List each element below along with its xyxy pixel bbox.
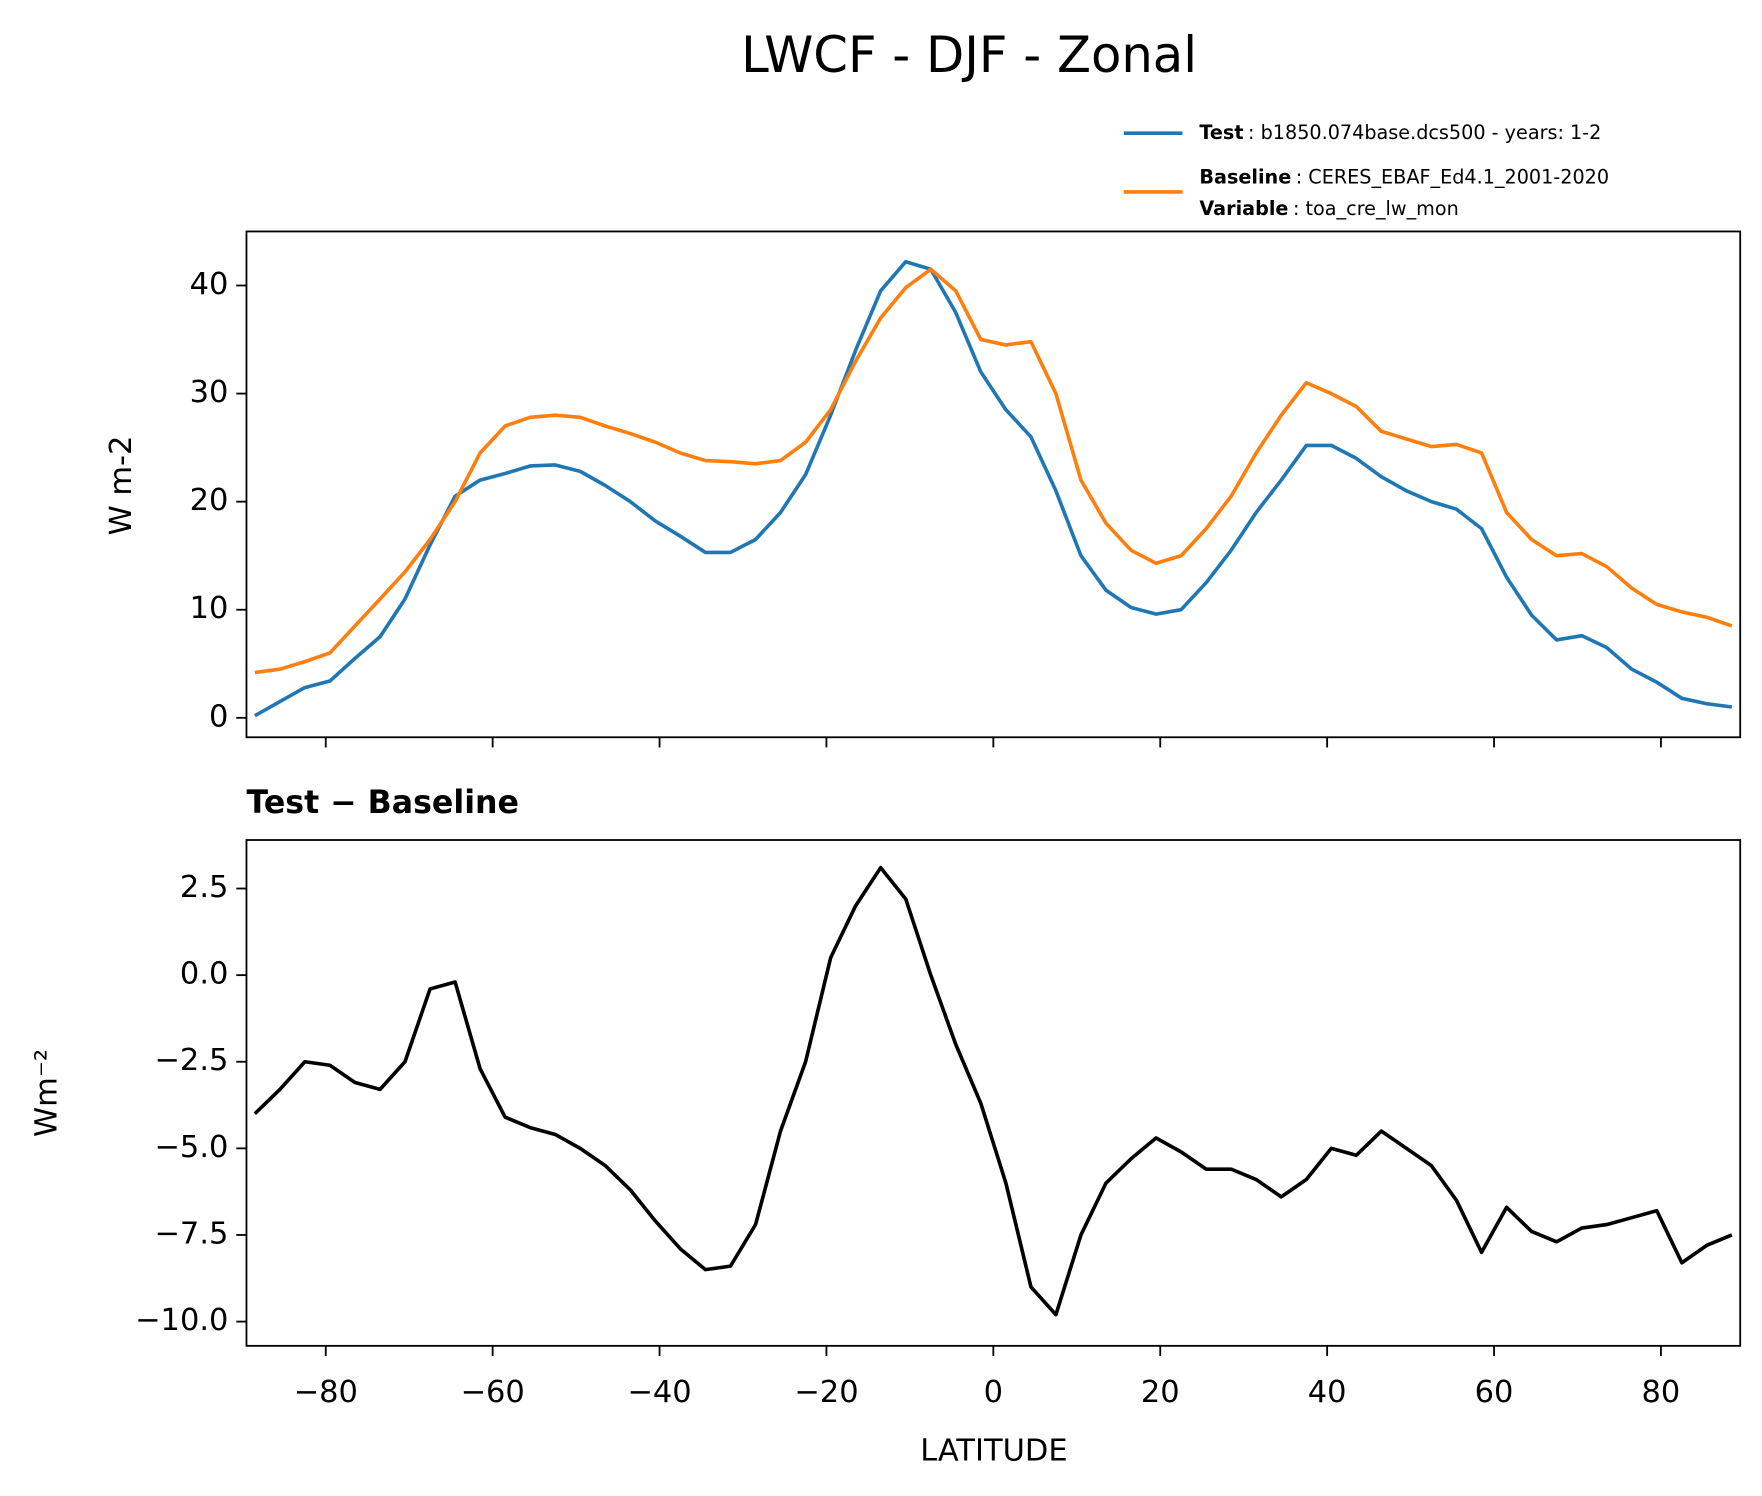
y-tick-label: 10	[190, 591, 229, 626]
legend-label: Baseline: CERES_EBAF_Ed4.1_2001-2020	[1199, 165, 1609, 188]
line-series	[254, 267, 1733, 675]
legend-description: : CERES_EBAF_Ed4.1_2001-2020	[1296, 165, 1609, 188]
line-series	[253, 865, 1733, 1317]
y-tick-label: −7.5	[154, 1216, 228, 1251]
plot-frame	[245, 839, 1742, 1347]
y-tick-label: −2.5	[154, 1043, 228, 1078]
x-tick-label: −20	[794, 1375, 858, 1410]
legend-name: Variable	[1199, 196, 1288, 219]
panel-title: Test − Baseline	[246, 785, 519, 821]
y-tick-label: 20	[190, 483, 229, 518]
x-tick-label: 80	[1642, 1375, 1681, 1410]
x-tick-label: −80	[294, 1375, 358, 1410]
y-tick-label: 40	[190, 267, 229, 302]
y-tick-label: 2.5	[180, 870, 228, 905]
y-tick-label: 0.0	[180, 957, 228, 992]
line-series	[253, 259, 1733, 718]
y-axis-label: Wm⁻²	[29, 1049, 64, 1137]
x-tick-label: −40	[627, 1375, 691, 1410]
legend-name: Test	[1199, 121, 1243, 144]
plot-area	[253, 865, 1733, 1317]
chart-title: LWCF - DJF - Zonal	[741, 26, 1197, 84]
x-tick-label: 40	[1308, 1375, 1347, 1410]
y-tick-label: 0	[209, 699, 228, 734]
x-tick-label: 60	[1475, 1375, 1514, 1410]
legend-description: : b1850.074base.dcs500 - years: 1-2	[1248, 121, 1601, 144]
legend-description: : toa_cre_lw_mon	[1293, 196, 1459, 219]
y-axis-label: W m-2	[104, 436, 139, 536]
x-axis-label: LATITUDE	[920, 1433, 1067, 1468]
x-tick-label: −60	[460, 1375, 524, 1410]
x-tick-label: 20	[1141, 1375, 1180, 1410]
x-tick-label: 0	[984, 1375, 1003, 1410]
plot-area	[253, 259, 1733, 718]
y-tick-label: −5.0	[154, 1130, 228, 1165]
legend-name: Baseline	[1199, 165, 1291, 188]
plot-frame	[245, 230, 1742, 739]
y-tick-label: −10.0	[135, 1303, 228, 1338]
legend-label: Variable: toa_cre_lw_mon	[1199, 196, 1458, 219]
legend-label: Test: b1850.074base.dcs500 - years: 1-2	[1199, 121, 1601, 144]
y-tick-label: 30	[190, 375, 229, 410]
